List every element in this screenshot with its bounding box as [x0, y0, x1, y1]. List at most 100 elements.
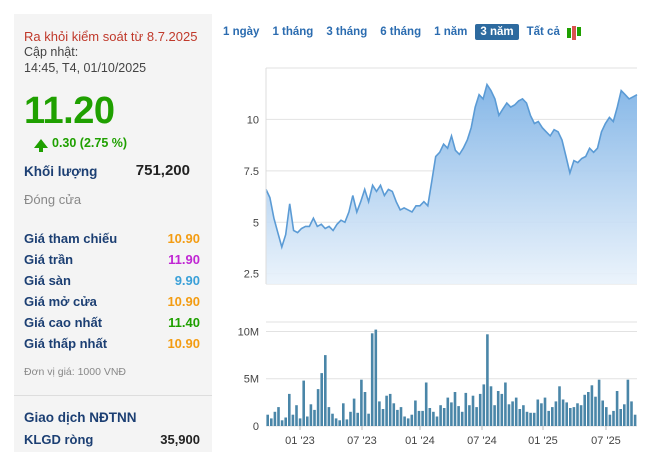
volume-bar	[363, 392, 367, 426]
volume-tick-label: 5M	[244, 374, 259, 386]
volume-bar	[633, 414, 637, 426]
volume-label: Khối lượng	[24, 164, 98, 179]
volume-bar	[583, 394, 586, 426]
volume-bar	[370, 333, 374, 426]
volume-bar	[529, 412, 532, 426]
volume-bar	[543, 397, 547, 426]
volume-bar	[403, 416, 406, 426]
volume-bar	[507, 404, 511, 426]
net-volume-label: KLGD ròng	[24, 432, 94, 447]
stat-label-open: Giá mở cửa	[24, 294, 97, 309]
stat-value-high: 11.40	[168, 315, 200, 330]
price-change: 0.30 (2.75 %)	[52, 136, 128, 150]
volume-bar	[522, 405, 525, 426]
volume-bar	[601, 400, 604, 426]
candlestick-icon[interactable]	[566, 24, 582, 40]
volume-bar	[313, 409, 316, 426]
tab-1-month[interactable]: 1 tháng	[272, 26, 314, 38]
stat-value-low: 10.90	[167, 336, 200, 351]
volume-bar	[428, 408, 432, 426]
volume-bar	[594, 396, 597, 426]
volume-bar	[385, 395, 388, 426]
volume-bar	[504, 382, 507, 426]
volume-bar	[316, 389, 320, 426]
volume-bar	[518, 409, 522, 426]
volume-bar	[511, 401, 514, 426]
stock-info-panel: Ra khỏi kiểm soát từ 8.7.2025 Cập nhật: …	[14, 14, 212, 452]
volume-bar	[554, 401, 558, 426]
volume-bar	[435, 416, 439, 426]
tab-all[interactable]: Tất cả	[526, 26, 560, 38]
volume-bar	[558, 386, 561, 426]
volume-bar	[450, 402, 453, 426]
volume-bar	[565, 402, 568, 426]
volume-bar	[460, 411, 464, 426]
updated-time: 14:45, T4, 01/10/2025	[24, 61, 147, 75]
price-y-axis: 2.5 5 7.5 10	[244, 114, 259, 280]
volume-bar	[579, 405, 583, 426]
volume-bar	[338, 420, 341, 426]
stat-value-ceiling: 11.90	[168, 252, 200, 267]
volume-bar	[478, 393, 482, 426]
volume-bar	[623, 404, 626, 426]
close-label: Đóng cửa	[24, 192, 82, 207]
x-axis: 01 '23 07 '23 01 '24 07 '24 01 '25 07 '25	[285, 426, 621, 447]
price-area	[266, 84, 637, 284]
volume-bar	[270, 418, 273, 426]
volume-tick-label: 0	[253, 421, 259, 433]
volume-bar	[320, 373, 323, 426]
volume-bar	[486, 334, 489, 426]
stat-label-high: Giá cao nhất	[24, 315, 103, 330]
tab-1-year[interactable]: 1 năm	[434, 26, 468, 38]
volume-bar	[360, 379, 363, 426]
tab-6-months[interactable]: 6 tháng	[380, 26, 422, 38]
volume-bar	[324, 355, 327, 426]
current-price: 11.20	[24, 90, 115, 132]
volume-bar	[424, 382, 428, 426]
volume-bar	[572, 407, 576, 426]
volume-bar	[561, 399, 565, 426]
volume-bar	[298, 418, 302, 426]
volume-bar	[334, 418, 338, 426]
volume-bar	[615, 391, 619, 426]
x-tick-label: 07 '24	[467, 435, 497, 447]
stat-value-open: 10.90	[167, 294, 200, 309]
volume-bar	[414, 400, 417, 426]
volume-bar	[468, 405, 471, 426]
tab-1-day[interactable]: 1 ngày	[223, 26, 260, 38]
volume-bar	[396, 409, 399, 426]
volume-bar	[569, 408, 572, 426]
volume-bar	[525, 411, 529, 426]
volume-bar	[302, 380, 305, 426]
volume-value: 751,200	[135, 162, 190, 179]
divider	[14, 395, 212, 396]
tab-3-years[interactable]: 3 năm	[475, 24, 519, 40]
volume-bars	[266, 329, 637, 426]
volume-bar	[619, 409, 622, 426]
volume-bar	[381, 409, 385, 426]
volume-bar	[464, 392, 468, 426]
tab-3-months[interactable]: 3 tháng	[326, 26, 368, 38]
volume-bar	[392, 403, 396, 426]
volume-bar	[576, 403, 579, 426]
volume-bar	[475, 407, 478, 426]
volume-bar	[367, 413, 370, 426]
volume-bar	[309, 404, 313, 426]
volume-bar	[399, 407, 403, 426]
volume-bar	[471, 395, 475, 426]
volume-bar	[277, 407, 280, 426]
x-tick-label: 01 '23	[285, 435, 315, 447]
volume-bar	[417, 410, 421, 426]
volume-bar	[547, 410, 550, 426]
volume-bar	[421, 410, 424, 426]
volume-bar	[388, 393, 392, 426]
control-notice: Ra khỏi kiểm soát từ 8.7.2025	[24, 29, 198, 44]
x-tick-label: 07 '25	[591, 435, 621, 447]
stat-label-ceiling: Giá trần	[24, 252, 74, 267]
volume-bar	[410, 414, 414, 426]
volume-bar	[374, 329, 378, 426]
stat-label-reference: Giá tham chiếu	[24, 231, 118, 246]
x-tick-label: 07 '23	[347, 435, 377, 447]
volume-bar	[356, 412, 359, 426]
